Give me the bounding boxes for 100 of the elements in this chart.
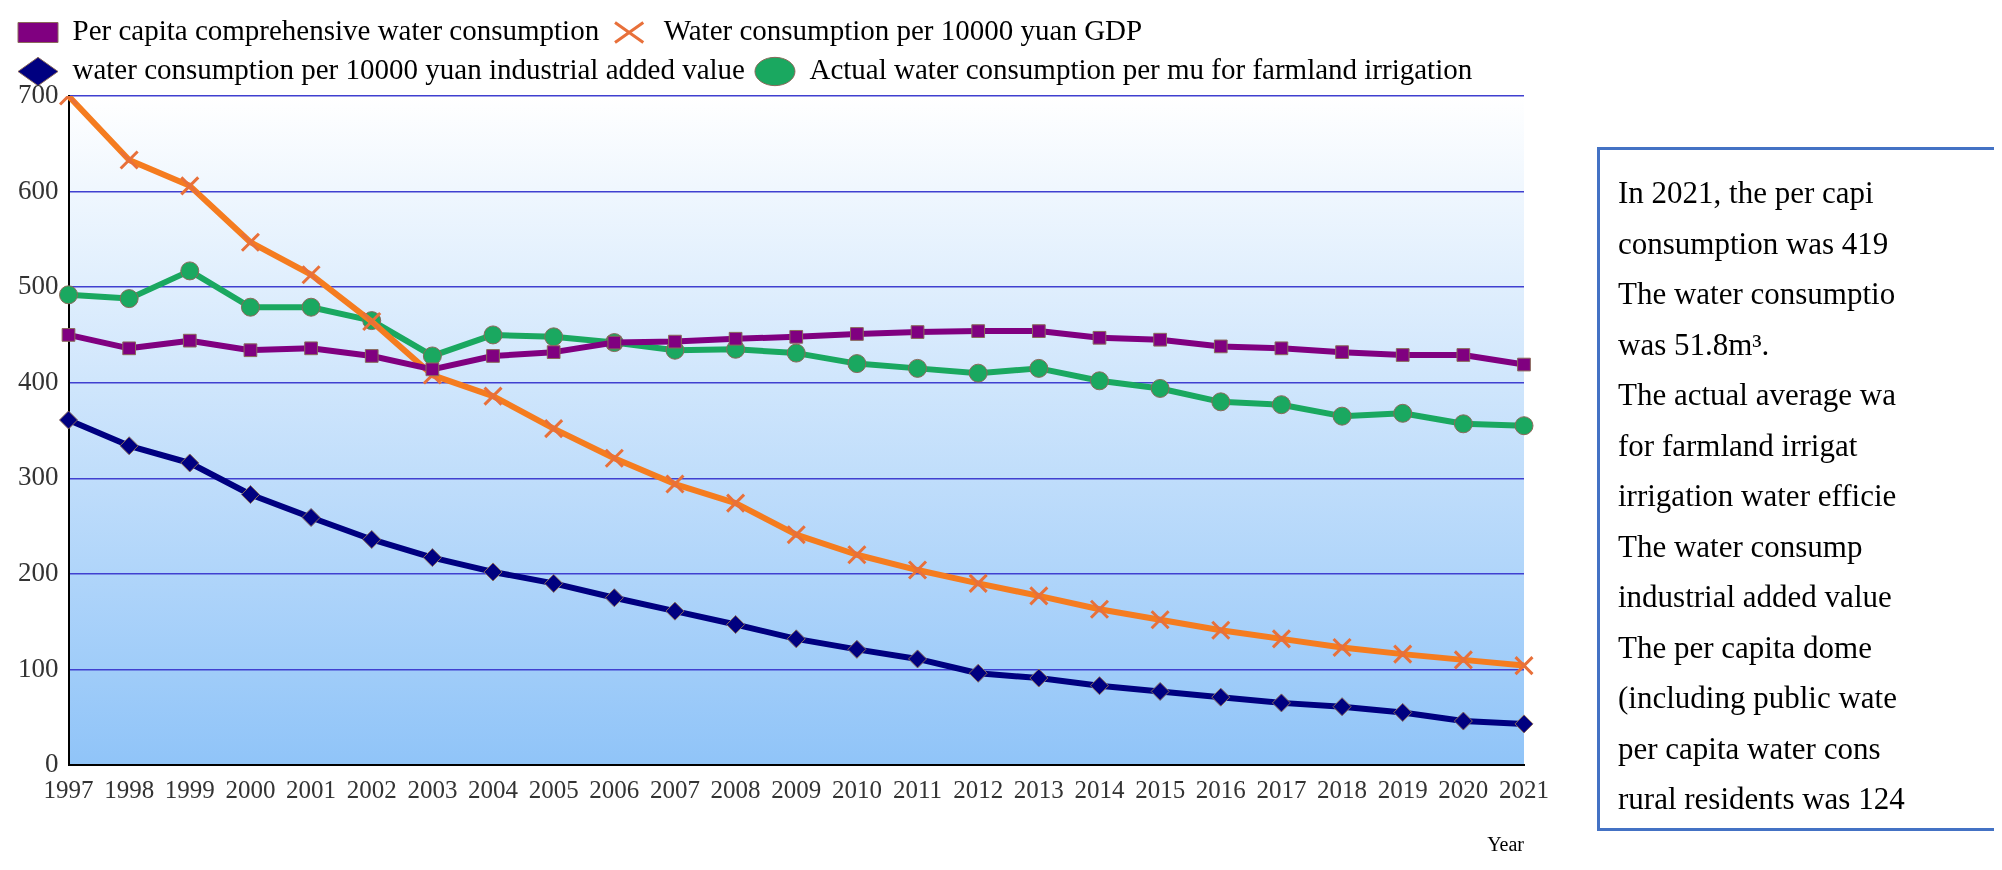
x-tick-label: 2015 [1135, 775, 1186, 803]
x-tick-label: 2019 [1377, 775, 1428, 803]
x-tick-label: 2011 [893, 775, 943, 803]
point [240, 232, 261, 253]
point [910, 325, 925, 339]
point [301, 507, 321, 527]
point [544, 327, 564, 347]
point [240, 297, 260, 317]
point [486, 349, 500, 363]
point [240, 485, 260, 505]
point [1271, 395, 1291, 415]
text: for farmland irrigat [1618, 426, 1859, 465]
point [846, 544, 867, 565]
point [1089, 599, 1110, 620]
point [1392, 644, 1413, 665]
x-tick-label: 2007 [649, 775, 700, 803]
legend-label: Actual water consumption per mu for farmland irrigation [809, 53, 1473, 86]
point [1332, 406, 1352, 426]
x-tick-label: 1999 [164, 775, 215, 803]
point [1395, 348, 1410, 362]
y-tick-label: 600 [18, 174, 59, 205]
text: The per capita dome [1618, 628, 1873, 667]
point [180, 261, 200, 281]
y-tick-label: 300 [18, 461, 59, 492]
x-tick-label: 2021 [1499, 775, 1549, 803]
point [1332, 697, 1352, 717]
text: consumption was 419 [1618, 224, 1890, 263]
x-tick-label: 2013 [1013, 775, 1064, 803]
point [1089, 371, 1109, 391]
point [119, 150, 140, 171]
point [1332, 637, 1353, 658]
point [1514, 714, 1534, 734]
point [422, 548, 442, 568]
x-tick-label: 2000 [225, 775, 276, 803]
point [1029, 668, 1049, 688]
x-tick-label: 2014 [1074, 775, 1125, 803]
point [1453, 414, 1473, 434]
point [122, 341, 137, 356]
point [119, 436, 139, 456]
point [786, 524, 807, 545]
x-tick-label: 2008 [710, 775, 761, 803]
point [1393, 702, 1413, 722]
point [304, 341, 318, 356]
point [668, 334, 682, 349]
legend-label: Water consumption per 10000 yuan GDP [663, 14, 1143, 47]
point [664, 474, 685, 495]
y-tick-label: 400 [18, 365, 59, 396]
point [546, 345, 561, 359]
text: was 51.8m³. [1618, 325, 1771, 364]
point [1150, 378, 1170, 398]
point [726, 615, 746, 635]
point [971, 324, 986, 338]
x-tick-label: 2016 [1195, 775, 1246, 803]
point [968, 663, 988, 683]
point [1514, 655, 1534, 676]
x-tick-label: 2010 [831, 775, 882, 803]
text: per capita water cons [1618, 729, 1882, 768]
point [243, 343, 258, 358]
point [301, 264, 322, 285]
point [1211, 687, 1231, 707]
x-tick-label: 2012 [953, 775, 1004, 803]
point [1274, 341, 1289, 356]
x-axis-title: Year [1487, 833, 1525, 856]
text: The water consumptio [1618, 275, 1897, 313]
y-tick-label: 100 [18, 652, 59, 683]
point [1453, 711, 1473, 731]
point [908, 649, 928, 669]
point [968, 363, 988, 383]
point [1150, 681, 1170, 701]
point [1029, 358, 1049, 378]
point [362, 529, 382, 549]
x-tick-label: 2018 [1317, 775, 1368, 803]
point [1393, 403, 1413, 423]
point [1335, 345, 1349, 359]
point [180, 453, 200, 473]
x-tick-label: 2020 [1438, 775, 1489, 803]
text: The actual average wa [1618, 376, 1897, 414]
point [1092, 330, 1107, 345]
y-tick-label: 500 [18, 270, 59, 301]
point [1153, 332, 1167, 347]
legend-label: water consumption per 10000 yuan industrial added value [72, 53, 745, 86]
point [908, 358, 928, 378]
x-tick-label: 2009 [771, 775, 822, 803]
point [119, 289, 139, 309]
point [1514, 416, 1534, 436]
point [850, 327, 864, 341]
point [1456, 348, 1471, 362]
point [59, 285, 78, 305]
text: The water consump [1618, 527, 1864, 566]
x-tick-label: 1998 [104, 775, 155, 803]
point [968, 573, 989, 594]
point [847, 354, 867, 374]
text: (including public wate [1618, 679, 1898, 717]
point [604, 588, 624, 608]
point [364, 349, 379, 363]
point [728, 331, 743, 346]
point [789, 329, 804, 344]
point [725, 493, 746, 514]
point [1150, 609, 1171, 630]
point [61, 328, 76, 342]
